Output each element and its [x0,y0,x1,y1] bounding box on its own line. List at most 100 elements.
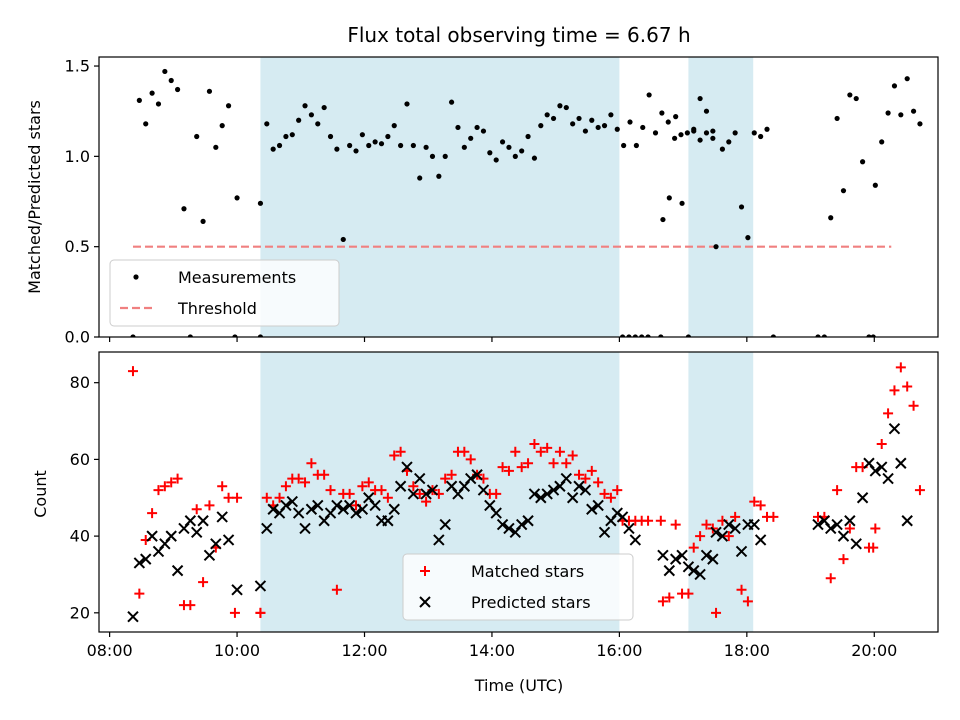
data-point [605,492,616,503]
data-point [468,135,474,141]
data-point [448,99,455,105]
data-point [669,553,682,565]
data-point [541,488,553,500]
data-point [557,103,563,109]
plot-frame [98,351,939,633]
data-point [499,139,506,145]
data-point [172,473,183,484]
data-point [283,133,289,140]
plot-frame [98,56,939,338]
data-point [522,515,534,527]
data-point [623,522,635,535]
data-point [153,485,164,496]
data-point [749,496,760,507]
data-point [166,477,177,488]
data-point [146,530,158,542]
data-point [190,526,203,538]
data-point [376,485,387,496]
y-tick-label: 0.5 [65,237,90,256]
data-point [850,538,862,550]
data-point [389,450,400,461]
data-point [331,499,343,512]
data-point [334,146,340,152]
data-point [825,522,837,535]
data-point [516,462,527,473]
data-point [657,596,668,607]
data-point [678,132,684,138]
x-tick-label: 20:00 [851,641,897,660]
data-point [616,511,629,523]
data-point [828,215,834,221]
data-point [866,334,872,337]
data-point [181,206,187,212]
data-point [442,153,448,159]
data-point [401,461,413,473]
x-tick-label: 12:00 [341,641,387,660]
data-point [660,216,666,223]
x-tick-label: 14:00 [469,641,515,660]
data-point [560,472,572,485]
data-point [563,104,569,111]
data-point [391,123,397,129]
data-point [378,141,385,147]
x-tick-label: 08:00 [87,641,133,660]
data-point [889,385,900,396]
data-point [691,126,697,132]
data-point [414,488,425,499]
data-point [742,596,753,607]
data-point [331,584,342,595]
data-point [633,142,639,149]
data-point [682,561,695,573]
data-point [171,564,184,577]
data-point [697,95,703,102]
data-point [626,334,632,337]
y-tick-label: 1.0 [65,147,90,166]
data-point [726,139,732,145]
data-point [629,534,642,546]
bottom-panel: 08:00 10:00 12:00 14:00 16:00 18:00 20:00 20 40 6… [70,351,939,660]
data-point [586,503,598,515]
data-point [232,492,243,503]
data-point [598,526,611,538]
data-point [666,195,672,201]
data-point [353,148,359,154]
data-point [213,144,219,150]
data-point [868,542,879,553]
data-point [366,142,372,149]
data-point [652,130,659,136]
data-point [589,117,595,123]
data-point [655,515,666,526]
data-point [815,334,821,337]
data-point [264,121,270,127]
data-point [531,155,538,161]
data-point [664,592,675,603]
data-point [561,458,572,469]
data-point [528,488,541,500]
data-point [210,538,222,550]
data-point [232,334,238,337]
data-point [910,108,917,114]
data-point [133,557,146,569]
data-point [510,446,521,457]
legend: Measurements Threshold [109,259,340,327]
data-point [550,115,557,122]
data-point [280,499,292,512]
data-point [292,507,305,519]
data-point [619,334,626,337]
data-point [270,146,276,152]
data-point [234,195,240,201]
data-point [356,503,369,515]
data-point [902,381,913,392]
data-point [280,481,291,492]
data-point [174,86,181,93]
chart-title: Flux total observing time = 6.67 h [347,23,690,47]
data-point [255,607,266,618]
data-point [321,104,327,111]
data-point [274,492,285,503]
data-point [870,334,876,337]
data-point [679,200,685,206]
data-point [229,607,240,618]
data-point [844,523,855,534]
data-point [206,88,213,94]
data-point [257,334,264,337]
